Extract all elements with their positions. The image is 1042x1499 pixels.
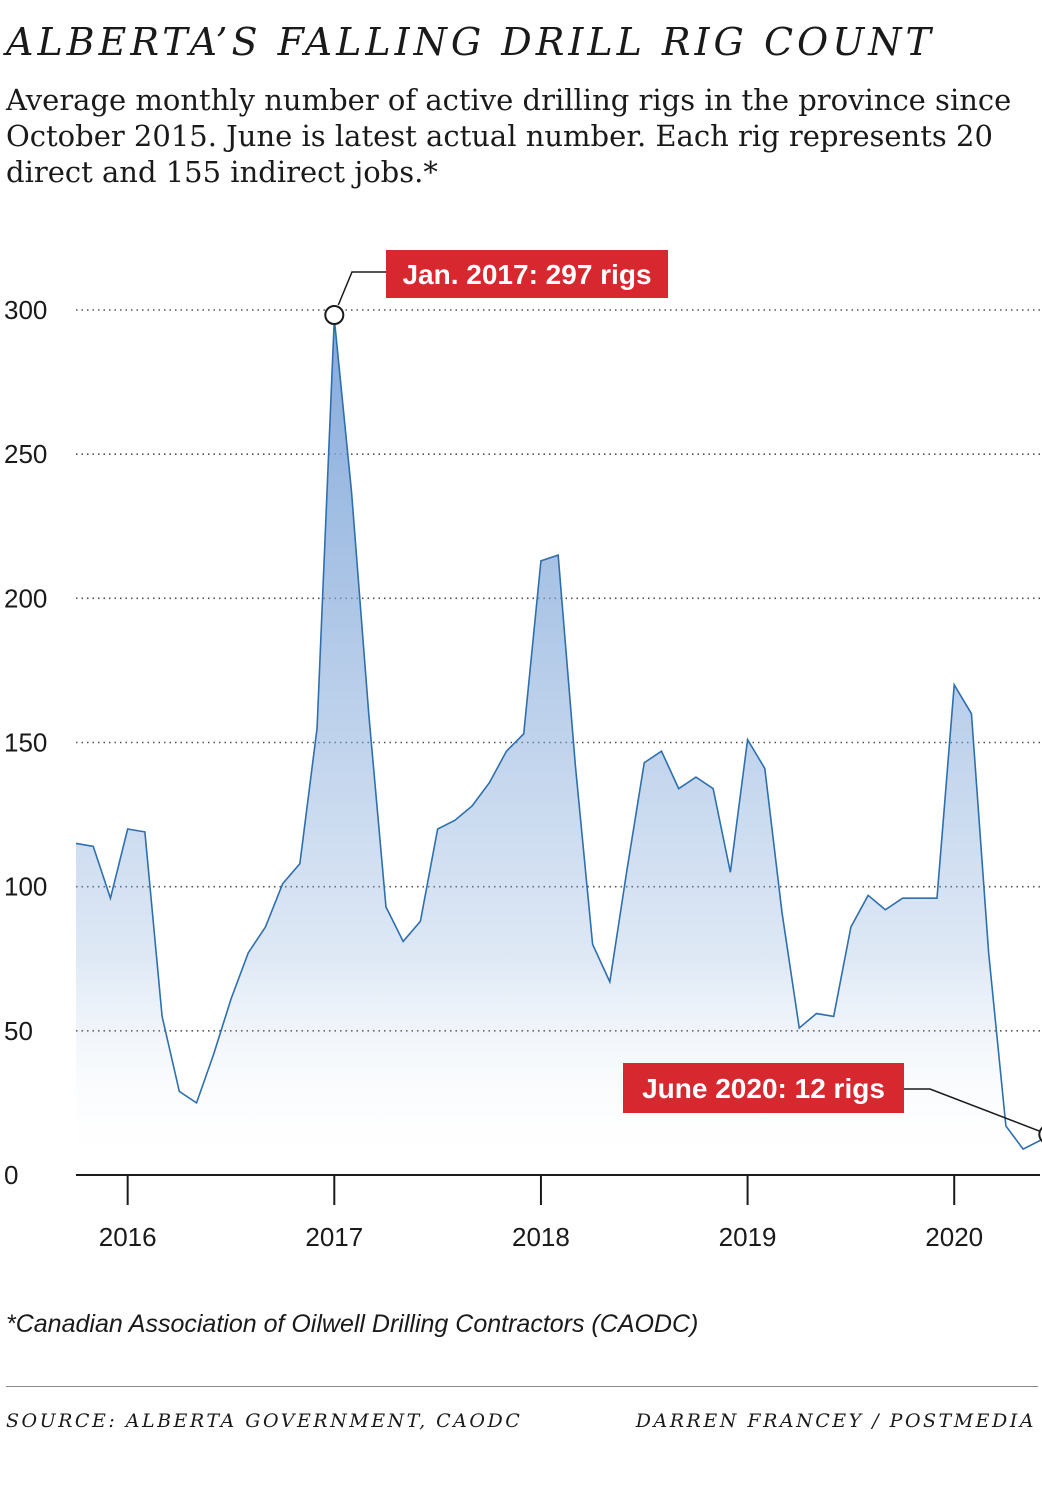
data-point — [643, 761, 645, 763]
data-point — [901, 897, 903, 899]
data-point — [729, 871, 731, 873]
data-point — [867, 894, 869, 896]
callout-peak-label: Jan. 2017: 297 rigs — [402, 259, 651, 290]
data-point — [609, 981, 611, 983]
area-fill — [76, 318, 1041, 1175]
y-tick-label: 100 — [4, 872, 47, 902]
callout-box — [386, 250, 668, 298]
data-point — [523, 733, 525, 735]
callout-box — [623, 1063, 904, 1113]
data-point — [660, 750, 662, 752]
data-point — [436, 828, 438, 830]
data-point — [195, 1102, 197, 1104]
data-point — [385, 906, 387, 908]
chart-title: ALBERTA’S FALLING DRILL RIG COUNT — [6, 20, 935, 64]
data-point — [746, 738, 748, 740]
data-point — [264, 926, 266, 928]
data-point — [316, 727, 318, 729]
source-credit: SOURCE: ALBERTA GOVERNMENT, CAODC — [6, 1410, 523, 1432]
data-point — [247, 952, 249, 954]
callout-leader — [904, 1088, 1041, 1133]
footnote: *Canadian Association of Oilwell Drillin… — [6, 1310, 699, 1338]
data-point — [626, 868, 628, 870]
callout-marker — [1038, 1126, 1042, 1143]
x-axis-ticks: 2016 2017 2018 2019 2020 — [99, 1175, 983, 1252]
footer-divider — [6, 1386, 1038, 1387]
rig-count-line — [75, 318, 1041, 1151]
data-point — [402, 940, 404, 942]
data-point — [488, 782, 490, 784]
y-tick-label: 300 — [4, 295, 47, 325]
data-point — [884, 909, 886, 911]
y-axis-tick-labels: 0 50 100 150 200 250 300 — [4, 295, 47, 1190]
data-point — [936, 897, 938, 899]
data-point — [419, 920, 421, 922]
data-point — [281, 883, 283, 885]
data-point — [678, 787, 680, 789]
callouts: Jan. 2017: 297 rigs June 2020: 12 rigs — [324, 250, 1042, 1143]
data-point — [75, 842, 77, 844]
data-point — [161, 1015, 163, 1017]
data-point — [299, 862, 301, 864]
data-point — [92, 845, 94, 847]
x-tick-label: 2017 — [305, 1222, 363, 1252]
data-point — [454, 819, 456, 821]
callout-leader — [337, 271, 386, 306]
x-tick-label: 2020 — [925, 1222, 983, 1252]
author-credit: DARREN FRANCEY / POSTMEDIA — [635, 1410, 1036, 1432]
data-point — [178, 1090, 180, 1092]
data-point — [350, 490, 352, 492]
data-point — [1005, 1125, 1007, 1127]
data-point — [574, 764, 576, 766]
data-point — [144, 831, 146, 833]
data-point — [230, 998, 232, 1000]
data-point — [764, 767, 766, 769]
y-tick-label: 250 — [4, 439, 47, 469]
data-point — [126, 828, 128, 830]
data-point — [471, 805, 473, 807]
y-tick-label: 0 — [4, 1160, 18, 1190]
data-point — [953, 684, 955, 686]
data-point — [213, 1053, 215, 1055]
data-point — [832, 1015, 834, 1017]
data-point — [1022, 1148, 1024, 1150]
x-tick-label: 2018 — [512, 1222, 570, 1252]
x-tick-label: 2019 — [719, 1222, 777, 1252]
data-point — [695, 776, 697, 778]
data-point — [368, 712, 370, 714]
chart-subtitle: Average monthly number of active drillin… — [6, 83, 1012, 189]
y-tick-label: 50 — [4, 1016, 33, 1046]
x-tick-label: 2016 — [99, 1222, 157, 1252]
data-point — [970, 712, 972, 714]
data-point — [781, 911, 783, 913]
data-point — [109, 897, 111, 899]
callout-marker — [324, 305, 345, 325]
data-point — [798, 1027, 800, 1029]
data-point — [815, 1012, 817, 1014]
data-point — [505, 750, 507, 752]
data-point — [850, 926, 852, 928]
data-point — [540, 560, 542, 562]
callout-low-label: June 2020: 12 rigs — [642, 1073, 885, 1104]
y-tick-label: 150 — [4, 728, 47, 758]
data-point — [557, 554, 559, 556]
y-tick-label: 200 — [4, 583, 47, 613]
data-point — [591, 943, 593, 945]
data-point — [712, 787, 714, 789]
data-point — [919, 897, 921, 899]
data-point — [987, 952, 989, 954]
